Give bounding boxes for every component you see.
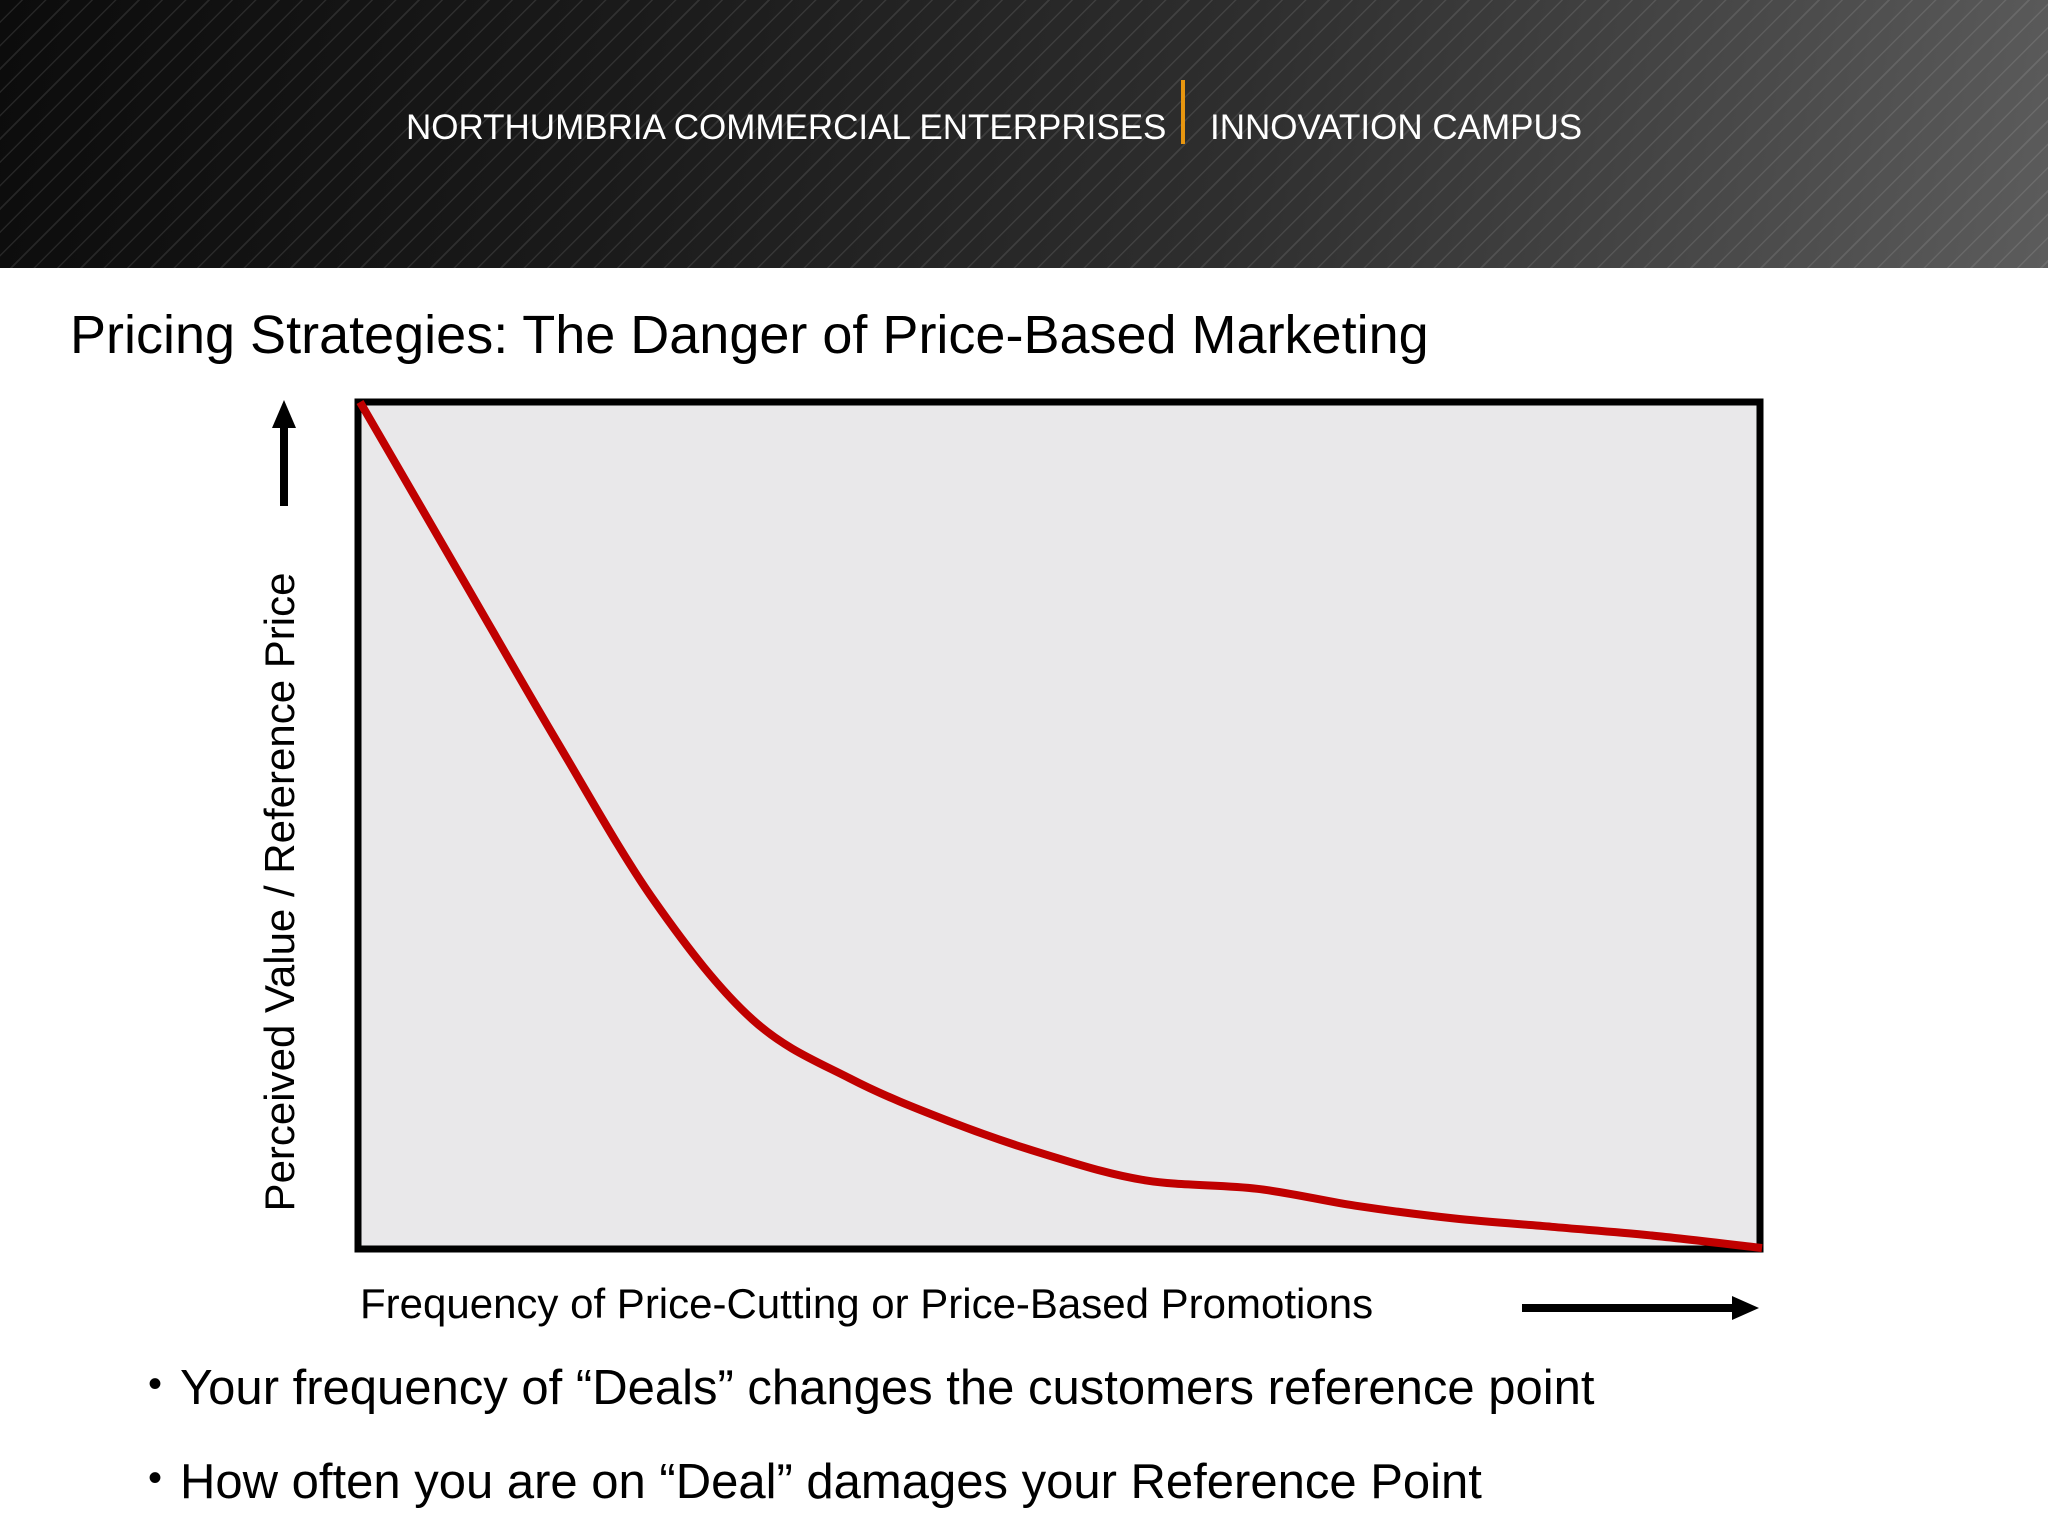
plot-area xyxy=(354,398,1764,1253)
arrow-right-icon xyxy=(1522,1296,1759,1320)
bullet-text: Your frequency of “Deals” changes the cu… xyxy=(180,1361,1595,1415)
organization-name: NORTHUMBRIA COMMERCIAL ENTERPRISES xyxy=(406,108,1167,147)
slide-title: Pricing Strategies: The Danger of Price-… xyxy=(70,305,1429,365)
bullet-item: • Your frequency of “Deals” changes the c… xyxy=(148,1358,1595,1418)
bullet-glyph: • xyxy=(148,1362,163,1406)
slide-header-banner: NORTHUMBRIA COMMERCIAL ENTERPRISES INNOV… xyxy=(0,0,2048,268)
header-divider xyxy=(1181,80,1185,144)
bullet-text: How often you are on “Deal” damages your… xyxy=(180,1455,1482,1509)
value-curve xyxy=(356,399,1763,1252)
arrow-up-icon xyxy=(272,400,296,506)
x-axis-label: Frequency of Price-Cutting or Price-Base… xyxy=(360,1280,1374,1327)
bullet-item: • How often you are on “Deal” damages you… xyxy=(148,1452,1482,1512)
bullet-glyph: • xyxy=(148,1456,163,1500)
y-axis-label: Perceived Value / Reference Price xyxy=(256,572,303,1212)
campus-name: INNOVATION CAMPUS xyxy=(1210,108,1583,147)
